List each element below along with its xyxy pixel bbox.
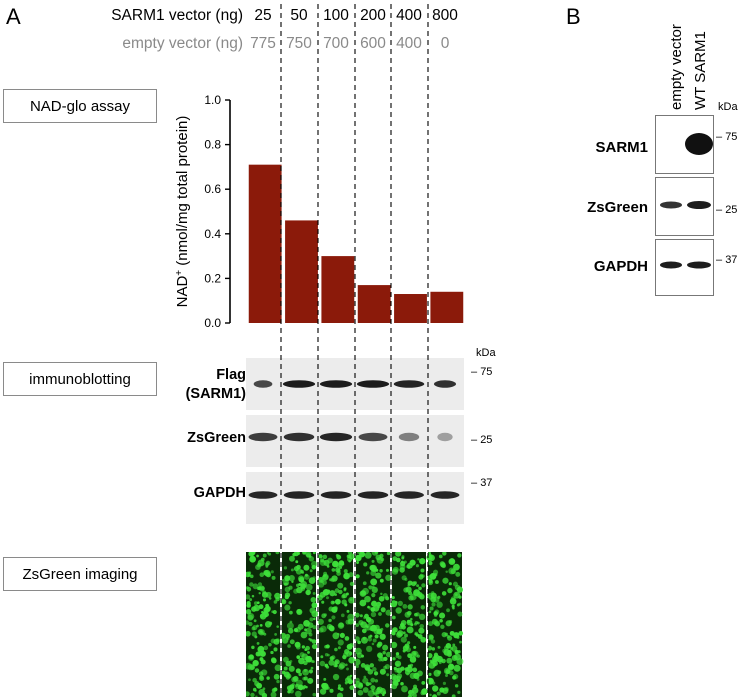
panel-a-letter: A <box>6 4 21 29</box>
imaging-lane-200 <box>353 552 392 697</box>
sarm1-value: 800 <box>432 7 458 24</box>
flag-sarm1-blot-band <box>319 380 353 388</box>
mw-marker: – 75 <box>716 131 738 143</box>
zsgreen-imaging-box: ZsGreen imaging <box>3 557 157 591</box>
nad-glo-assay-box: NAD-glo assay <box>3 89 157 123</box>
gapdh-blot-band <box>394 491 424 499</box>
panel-b-row-label: SARM1 <box>595 139 648 156</box>
mw-marker: – 75 <box>471 366 493 378</box>
empty-value: 0 <box>440 35 450 52</box>
empty-vector-label: empty vector (ng) <box>122 35 243 52</box>
gapdh-blot-band <box>430 491 460 499</box>
bar-400 <box>394 294 427 323</box>
panel-b-row-label: GAPDH <box>593 258 648 275</box>
imaging-lane-50 <box>280 552 319 697</box>
y-tick-label: 0.8 <box>204 138 221 152</box>
panel-b-gapdh-band <box>660 261 682 269</box>
sarm1-value: 200 <box>360 7 386 24</box>
imaging-lane-25 <box>246 552 282 697</box>
sarm1-value: 50 <box>290 7 308 24</box>
flag-sarm1-blot-membrane <box>246 358 464 410</box>
zsgreen-blot-band <box>248 432 278 442</box>
bar-100 <box>321 256 355 323</box>
y-tick-label: 0.4 <box>204 227 221 241</box>
gapdh-blot-band <box>283 491 315 499</box>
flag-sarm1-blot-band <box>282 380 316 388</box>
sarm1-value: 25 <box>254 7 272 24</box>
panel-b-row-label: ZsGreen <box>587 199 648 216</box>
bar-25 <box>248 164 282 323</box>
y-axis-label: NAD+ (nmol/mg total protein) <box>174 116 192 308</box>
bar-200 <box>357 285 391 323</box>
zsgreen-blot-band <box>398 432 420 442</box>
zsgreen-imaging-strip <box>246 552 464 697</box>
zsgreen-blot-band <box>437 432 453 442</box>
sarm1-value: 100 <box>323 7 349 24</box>
bar-800 <box>430 291 464 323</box>
gapdh-blot-band <box>248 491 278 499</box>
mw-marker: – 37 <box>471 477 493 489</box>
y-tick-label: 0.0 <box>204 316 221 330</box>
kda-label-a: kDa <box>476 347 496 359</box>
zsgreen-blot-membrane <box>246 415 464 467</box>
y-tick-label: 0.6 <box>204 182 221 196</box>
empty-value: 700 <box>323 35 349 52</box>
panel-b-zsgreen-band <box>687 201 711 209</box>
y-tick-label: 0.2 <box>204 271 221 285</box>
y-tick-label: 1.0 <box>204 93 221 107</box>
gapdh-blot-band <box>320 491 352 499</box>
imaging-lane-800 <box>426 552 464 697</box>
panel-b-sarm1-band <box>685 133 713 155</box>
empty-value: 600 <box>360 35 386 52</box>
flag-sarm1-blot-band <box>433 380 457 388</box>
panel-b-letter: B <box>566 4 581 29</box>
gapdh-blot-label: GAPDH <box>193 485 246 501</box>
mw-marker: – 25 <box>716 204 738 216</box>
flag-sarm1-blot-band <box>253 380 273 388</box>
flag-sarm1-label: Flag (SARM1) <box>185 367 246 402</box>
panel-b-blots <box>655 115 714 296</box>
gapdh-blot-band <box>357 491 389 499</box>
panel-a-blots <box>246 358 464 524</box>
gapdh-blot-membrane <box>246 472 464 524</box>
zsgreen-blot-label: ZsGreen <box>187 430 246 446</box>
flag-sarm1-blot-band <box>393 380 425 388</box>
sarm1-vector-label: SARM1 vector (ng) <box>111 7 243 24</box>
immunoblotting-box: immunoblotting <box>3 362 157 396</box>
empty-value: 400 <box>396 35 422 52</box>
mw-marker: – 37 <box>716 254 738 266</box>
empty-value: 750 <box>286 35 312 52</box>
empty-value: 775 <box>250 35 276 52</box>
kda-label-b: kDa <box>718 101 738 113</box>
bar-50 <box>285 220 318 323</box>
imaging-lane-100 <box>317 552 355 697</box>
nad-bar-chart: 0.0 0.2 0.4 0.6 0.8 1.0 NAD+ (nmol/mg total pr… <box>174 93 464 330</box>
panel-b-gapdh-band <box>687 261 711 269</box>
flag-sarm1-blot-band <box>356 380 390 388</box>
zsgreen-blot-band <box>283 432 315 442</box>
zsgreen-blot-band <box>358 432 388 442</box>
panel-b-zsgreen-band <box>660 201 682 209</box>
mw-marker: – 25 <box>471 434 493 446</box>
sarm1-value: 400 <box>396 7 422 24</box>
zsgreen-blot-band <box>319 432 353 442</box>
imaging-lane-400 <box>389 552 428 697</box>
